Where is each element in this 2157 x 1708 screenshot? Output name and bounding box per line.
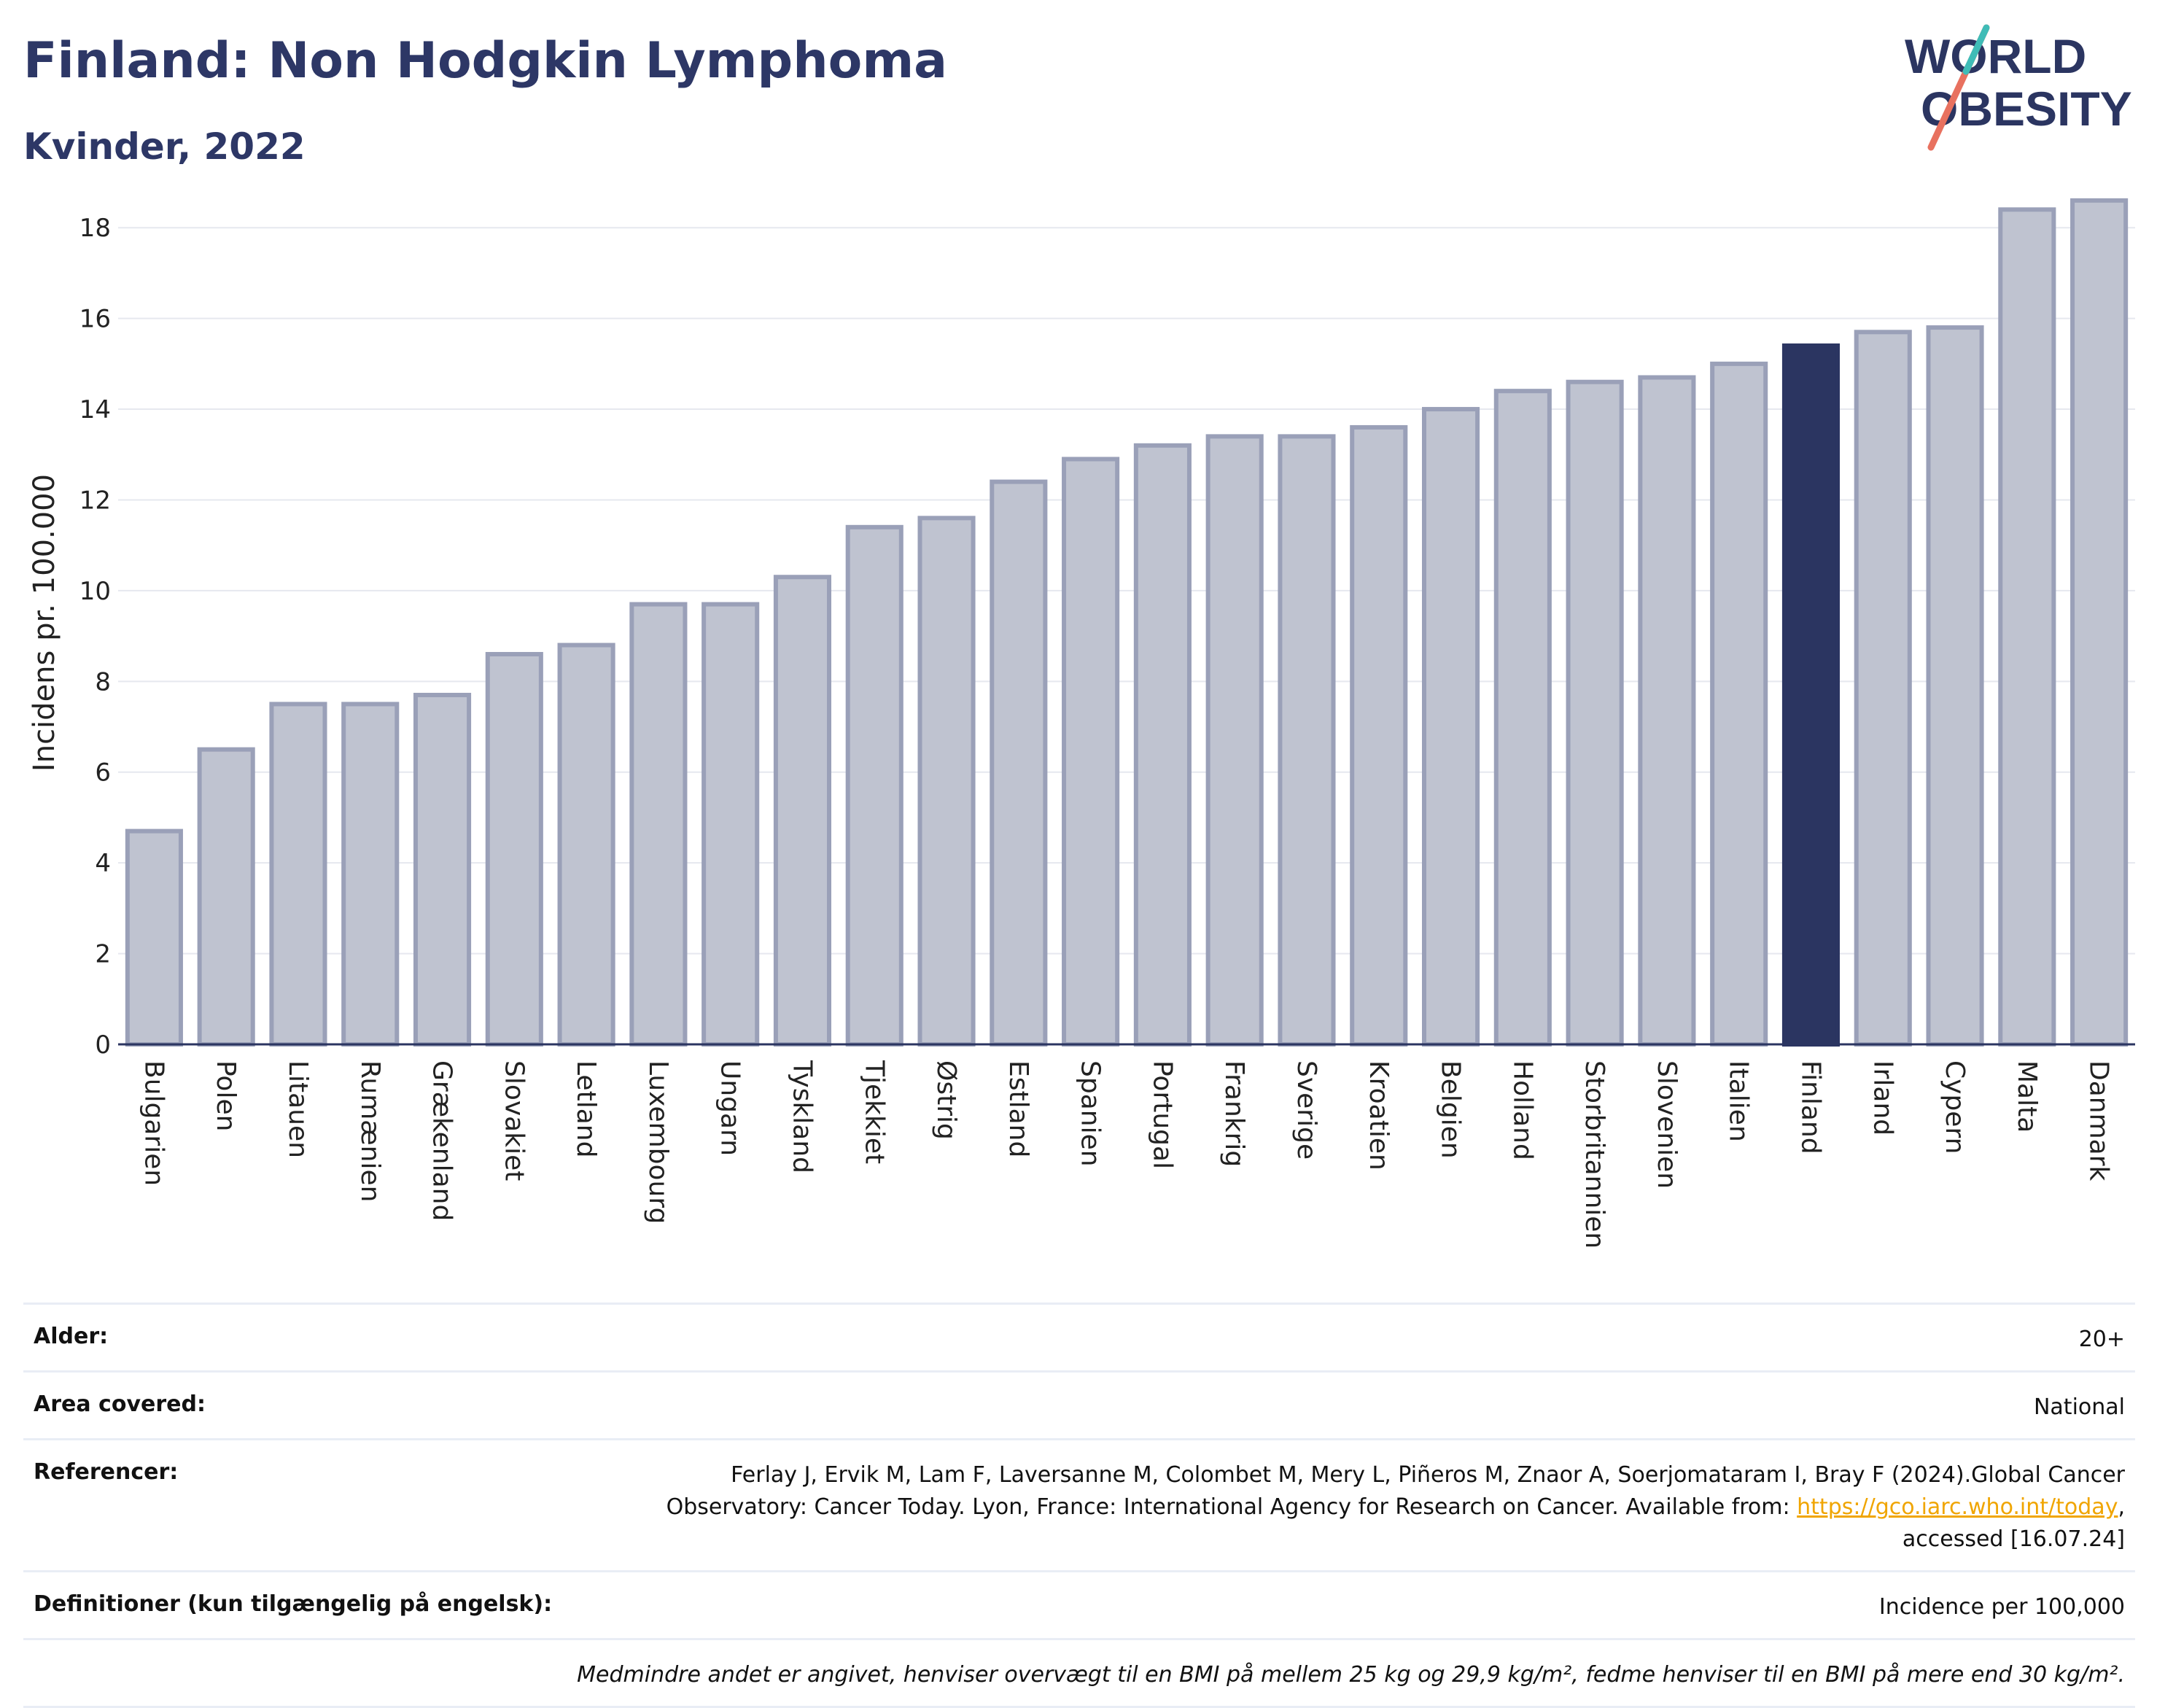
info-row-area: Area covered: National: [23, 1370, 2135, 1438]
bar-finland: [1781, 343, 1841, 1047]
x-tick-label: Østrig: [931, 1060, 961, 1140]
x-tick-label: Ungarn: [715, 1060, 745, 1156]
area-value: National: [2033, 1394, 2125, 1420]
bar-tjekkiet: [845, 524, 903, 1047]
bar-frankrig: [1205, 434, 1264, 1047]
references-value: Ferlay J, Ervik M, Lam F, Laversanne M, …: [666, 1459, 2125, 1556]
info-row-definitions: Definitioner (kun tilgængelig på engelsk…: [23, 1570, 2135, 1638]
x-tick-label: Polen: [211, 1060, 241, 1131]
x-tick-label: Grækenland: [427, 1060, 457, 1221]
bar-rumænien: [341, 702, 400, 1047]
page-subtitle: Kvinder, 2022: [23, 125, 306, 168]
x-tick-label: Luxembourg: [643, 1060, 673, 1224]
world-obesity-logo: WORLD OBESITY: [1905, 24, 2132, 151]
bar-belgien: [1421, 407, 1480, 1047]
x-tick-label: Portugal: [1147, 1060, 1177, 1169]
y-axis-label: Incidens pr. 100.000: [28, 474, 61, 772]
bar-kroatien: [1350, 424, 1408, 1047]
logo-text-world: WORLD: [1905, 29, 2086, 83]
info-table: Alder: 20+ Area covered: National Refere…: [23, 1303, 2135, 1708]
bar-slovakiet: [485, 651, 543, 1047]
y-tick-label: 6: [95, 758, 111, 788]
bar-estland: [990, 479, 1048, 1047]
bar-danmark: [2070, 198, 2129, 1047]
x-tick-label: Holland: [1507, 1060, 1537, 1160]
references-label: Referencer:: [34, 1459, 179, 1485]
bar-litauen: [269, 702, 327, 1047]
info-row-note: Medmindre andet er angivet, henviser ove…: [23, 1638, 2135, 1708]
area-label: Area covered:: [34, 1391, 206, 1417]
bars: [125, 198, 2129, 1047]
reference-comma: ,: [2118, 1494, 2125, 1520]
x-tick-label: Cypern: [1940, 1060, 1970, 1154]
y-tick-label: 0: [95, 1030, 111, 1060]
x-tick-label: Irland: [1868, 1060, 1897, 1136]
y-tick-label: 12: [79, 486, 111, 515]
x-tick-label: Storbritannien: [1579, 1060, 1609, 1249]
bar-malta: [1998, 207, 2056, 1047]
bar-polen: [197, 747, 255, 1047]
bar-spanien: [1062, 457, 1120, 1047]
y-tick-label: 8: [95, 667, 111, 696]
age-label: Alder:: [34, 1324, 109, 1349]
x-tick-label: Frankrig: [1219, 1060, 1249, 1167]
bar-chart: 0 2 4 6 8 10 12 14 16 18 Bulgarien Polen Litauen Rum…: [28, 198, 2135, 1249]
age-value: 20+: [2078, 1327, 2125, 1352]
x-tick-label: Finland: [1795, 1060, 1825, 1154]
y-tick-labels: 0 2 4 6 8 10 12 14 16 18: [79, 214, 111, 1060]
reference-link[interactable]: https://gco.iarc.who.int/today: [1797, 1494, 2118, 1520]
bar-bulgarien: [125, 828, 183, 1047]
x-tick-label: Tyskland: [787, 1060, 817, 1173]
x-tick-label: Letland: [571, 1060, 601, 1157]
bar-irland: [1854, 330, 1912, 1047]
y-tick-label: 4: [95, 849, 111, 878]
bar-ungarn: [701, 602, 760, 1047]
x-tick-label: Estland: [1003, 1060, 1033, 1157]
x-tick-label: Litauen: [283, 1060, 313, 1158]
bmi-note: Medmindre andet er angivet, henviser ove…: [577, 1662, 2125, 1688]
y-tick-label: 2: [95, 940, 111, 969]
bar-østrig: [917, 516, 976, 1047]
info-row-age: Alder: 20+: [23, 1303, 2135, 1370]
x-tick-label: Sverige: [1291, 1060, 1321, 1160]
reference-line-2: Observatory: Cancer Today. Lyon, France:…: [666, 1494, 1790, 1520]
bar-storbritannien: [1566, 379, 1624, 1047]
x-tick-label: Tjekkiet: [859, 1060, 889, 1164]
reference-line-1: Ferlay J, Ervik M, Lam F, Laversanne M, …: [731, 1462, 2125, 1488]
x-tick-label: Spanien: [1076, 1060, 1105, 1167]
bar-luxembourg: [629, 602, 688, 1047]
page-title: Finland: Non Hodgkin Lymphoma: [23, 32, 948, 90]
bar-letland: [557, 643, 615, 1047]
x-tick-label: Bulgarien: [139, 1060, 168, 1186]
definitions-value: Incidence per 100,000: [1878, 1594, 2125, 1620]
x-tick-label: Italien: [1724, 1060, 1754, 1142]
bar-portugal: [1133, 443, 1192, 1047]
bar-italien: [1710, 361, 1768, 1047]
x-tick-label: Malta: [2012, 1060, 2042, 1133]
x-tick-label: Slovakiet: [499, 1060, 529, 1181]
y-tick-label: 14: [79, 395, 111, 424]
definitions-label: Definitioner (kun tilgængelig på engelsk…: [34, 1591, 553, 1617]
reference-line-3: accessed [16.07.24]: [1902, 1526, 2125, 1552]
y-tick-label: 16: [79, 305, 111, 334]
y-tick-label: 10: [79, 577, 111, 606]
x-tick-label: Danmark: [2084, 1060, 2114, 1181]
x-tick-label: Belgien: [1436, 1060, 1466, 1159]
x-tick-label: Slovenien: [1652, 1060, 1682, 1189]
bar-cypern: [1926, 325, 1984, 1047]
bar-holland: [1493, 389, 1552, 1047]
bar-slovenien: [1638, 375, 1696, 1047]
logo-slash-upper: [1962, 24, 1990, 75]
x-tick-labels: Bulgarien Polen Litauen Rumænien Grækenland S…: [139, 1060, 2113, 1249]
bar-tyskland: [773, 575, 832, 1047]
x-tick-label: Rumænien: [355, 1060, 385, 1202]
bar-grækenland: [413, 692, 472, 1047]
info-row-references: Referencer: Ferlay J, Ervik M, Lam F, La…: [23, 1438, 2135, 1570]
y-tick-label: 18: [79, 214, 111, 243]
x-tick-label: Kroatien: [1364, 1060, 1394, 1171]
bar-sverige: [1278, 434, 1336, 1047]
